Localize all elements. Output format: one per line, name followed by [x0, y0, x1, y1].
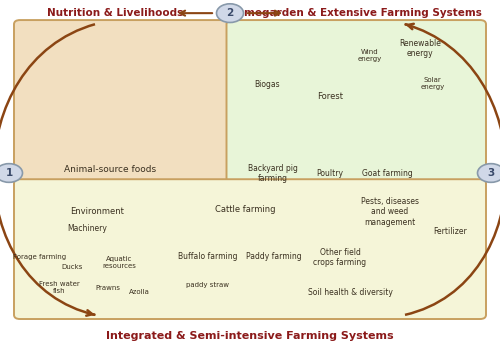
Text: Soil health & diversity: Soil health & diversity	[308, 288, 392, 297]
Text: Machinery: Machinery	[68, 224, 108, 233]
Text: Nutrition & Livelihoods: Nutrition & Livelihoods	[47, 8, 183, 18]
Text: Aquatic
resources: Aquatic resources	[102, 256, 136, 270]
Text: Forage farming: Forage farming	[14, 254, 66, 260]
Text: 2: 2	[226, 8, 234, 18]
Text: Buffalo farming: Buffalo farming	[178, 252, 238, 261]
Text: 3: 3	[488, 168, 494, 178]
Text: paddy straw: paddy straw	[186, 282, 229, 289]
FancyBboxPatch shape	[25, 43, 220, 164]
Text: Prawns: Prawns	[95, 285, 120, 291]
Text: Integrated & Semi-intensive Farming Systems: Integrated & Semi-intensive Farming Syst…	[106, 331, 394, 341]
Text: Backyard pig
farming: Backyard pig farming	[248, 164, 298, 183]
Text: Other field
crops farming: Other field crops farming	[314, 248, 366, 267]
Text: Cattle farming: Cattle farming	[215, 205, 275, 214]
Text: Animal-source foods: Animal-source foods	[64, 165, 156, 174]
Text: Goat farming: Goat farming	[362, 169, 413, 178]
Circle shape	[216, 4, 244, 22]
Text: Fresh water
fish: Fresh water fish	[38, 281, 80, 294]
Text: Paddy farming: Paddy farming	[246, 252, 302, 261]
Circle shape	[0, 164, 22, 182]
Text: Forest: Forest	[317, 92, 343, 101]
Text: Wind
energy: Wind energy	[358, 49, 382, 62]
Circle shape	[478, 164, 500, 182]
Text: Ducks: Ducks	[62, 264, 83, 270]
FancyBboxPatch shape	[236, 36, 476, 175]
Text: Environment: Environment	[70, 207, 124, 216]
Text: Poultry: Poultry	[316, 169, 344, 178]
Text: Biogas: Biogas	[254, 80, 280, 89]
Text: Pests, diseases
and weed
management: Pests, diseases and weed management	[361, 197, 419, 227]
Text: Renewable
energy: Renewable energy	[399, 39, 441, 58]
FancyBboxPatch shape	[14, 179, 486, 319]
FancyBboxPatch shape	[226, 20, 486, 184]
Text: Azolla: Azolla	[128, 289, 150, 295]
FancyBboxPatch shape	[25, 195, 475, 313]
Text: Solar
energy: Solar energy	[420, 76, 444, 90]
Text: 1: 1	[6, 168, 12, 178]
FancyBboxPatch shape	[14, 20, 234, 184]
Text: Fertilizer: Fertilizer	[433, 227, 467, 236]
Text: Homegarden & Extensive Farming Systems: Homegarden & Extensive Farming Systems	[228, 8, 482, 18]
